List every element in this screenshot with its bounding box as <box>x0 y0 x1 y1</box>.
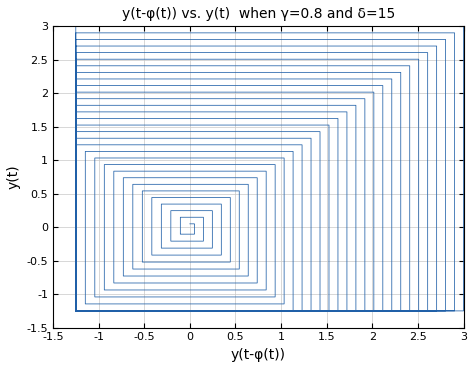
Title: y(t-φ(t)) vs. y(t)  when γ=0.8 and δ=15: y(t-φ(t)) vs. y(t) when γ=0.8 and δ=15 <box>122 7 395 21</box>
X-axis label: y(t-φ(t)): y(t-φ(t)) <box>231 348 286 362</box>
Y-axis label: y(t): y(t) <box>7 165 21 189</box>
